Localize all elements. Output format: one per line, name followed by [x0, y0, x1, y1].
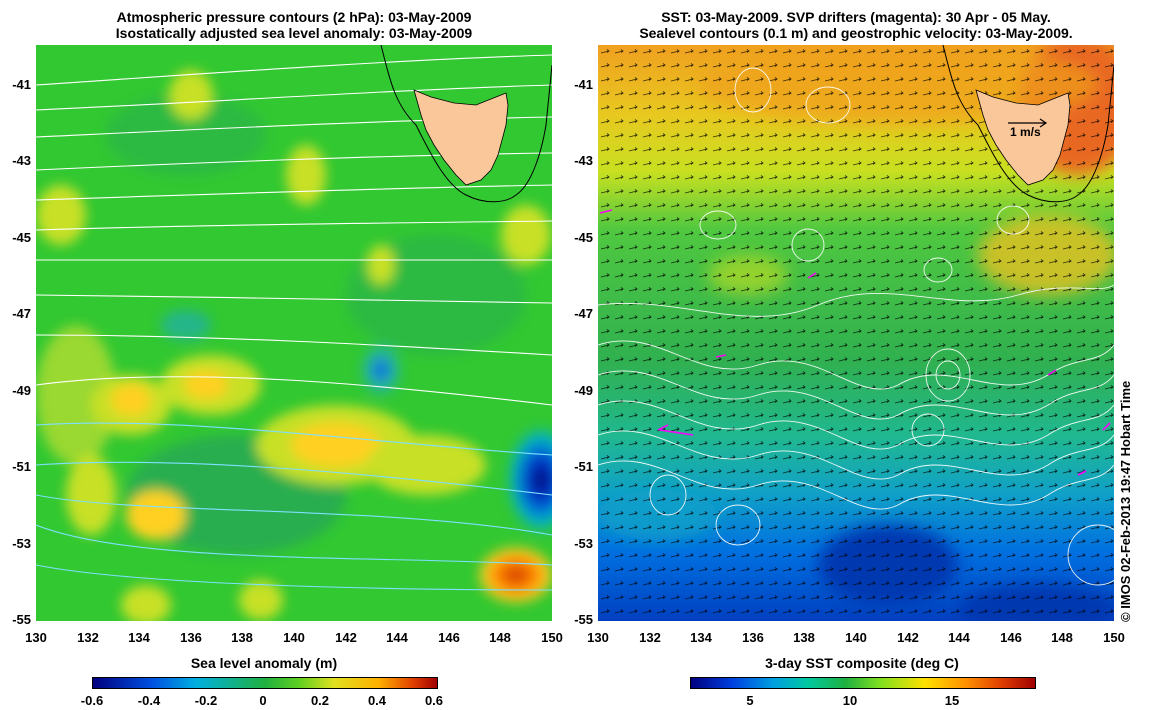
- x-tick: 130: [587, 630, 609, 645]
- x-tick: 146: [1000, 630, 1022, 645]
- y-tick: -53: [12, 536, 31, 551]
- y-tick: -45: [574, 230, 593, 245]
- x-tick: 144: [386, 630, 408, 645]
- x-tick: 138: [793, 630, 815, 645]
- x-tick: 132: [77, 630, 99, 645]
- sea-level-anomaly-map: [36, 45, 552, 621]
- y-tick: -43: [574, 153, 593, 168]
- sst-colorbar: [690, 677, 1036, 689]
- colorbar-tick: -0.4: [137, 693, 161, 708]
- x-tick: 136: [180, 630, 202, 645]
- colorbar-tick: -0.6: [80, 693, 104, 708]
- colorbar-tick: 5: [746, 693, 754, 708]
- y-tick: -53: [574, 536, 593, 551]
- y-tick: -49: [574, 383, 593, 398]
- y-tick: -45: [12, 230, 31, 245]
- y-tick: -51: [574, 459, 593, 474]
- credit-text: © IMOS 02-Feb-2013 19:47 Hobart Time: [1118, 380, 1133, 622]
- x-tick: 140: [845, 630, 867, 645]
- shelf-contour: [942, 45, 1114, 203]
- x-tick: 132: [639, 630, 661, 645]
- right-colorbar-title: 3-day SST composite (deg C): [765, 655, 959, 671]
- colorbar-tick: 0.2: [310, 693, 330, 708]
- svp-drifter-tracks: [599, 209, 1111, 476]
- left-title-line1: Atmospheric pressure contours (2 hPa): 0…: [116, 9, 472, 25]
- colorbar-tick: 10: [842, 693, 858, 708]
- left-colorbar-title: Sea level anomaly (m): [190, 655, 338, 671]
- x-tick: 144: [948, 630, 970, 645]
- x-tick: 136: [742, 630, 764, 645]
- sla-field: [36, 70, 552, 621]
- x-tick: 134: [690, 630, 712, 645]
- y-tick: -49: [12, 383, 31, 398]
- y-tick: -55: [12, 612, 31, 627]
- x-tick: 150: [1103, 630, 1125, 645]
- x-tick: 130: [25, 630, 47, 645]
- velocity-scale-arrow: [1008, 118, 1048, 128]
- x-tick: 142: [335, 630, 357, 645]
- x-tick: 138: [231, 630, 253, 645]
- y-tick: -47: [12, 306, 31, 321]
- tasmania-land: [975, 89, 1071, 186]
- y-tick: -43: [12, 153, 31, 168]
- colorbar-tick: 0: [259, 693, 267, 708]
- sst-map: [598, 45, 1114, 621]
- shelf-contour: [380, 45, 552, 203]
- colorbar-tick: 15: [944, 693, 960, 708]
- x-tick: 142: [897, 630, 919, 645]
- right-title-line2: Sealevel contours (0.1 m) and geostrophi…: [639, 25, 1073, 41]
- x-tick: 150: [541, 630, 563, 645]
- y-tick: -41: [574, 77, 593, 92]
- right-title-line1: SST: 03-May-2009. SVP drifters (magenta)…: [661, 9, 1051, 25]
- y-tick: -47: [574, 306, 593, 321]
- y-tick: -51: [12, 459, 31, 474]
- y-tick: -41: [12, 77, 31, 92]
- sla-colorbar: [92, 677, 438, 689]
- x-tick: 146: [438, 630, 460, 645]
- x-tick: 148: [1051, 630, 1073, 645]
- y-tick: -55: [574, 612, 593, 627]
- velocity-scale-label: 1 m/s: [1010, 125, 1041, 139]
- colorbar-tick: -0.2: [194, 693, 218, 708]
- colorbar-tick: 0.4: [367, 693, 387, 708]
- x-tick: 134: [128, 630, 150, 645]
- x-tick: 148: [489, 630, 511, 645]
- colorbar-tick: 0.6: [424, 693, 444, 708]
- tasmania-land: [413, 89, 509, 186]
- pressure-contours-low: [36, 422, 552, 591]
- left-title-line2: Isostatically adjusted sea level anomaly…: [115, 25, 473, 41]
- x-tick: 140: [283, 630, 305, 645]
